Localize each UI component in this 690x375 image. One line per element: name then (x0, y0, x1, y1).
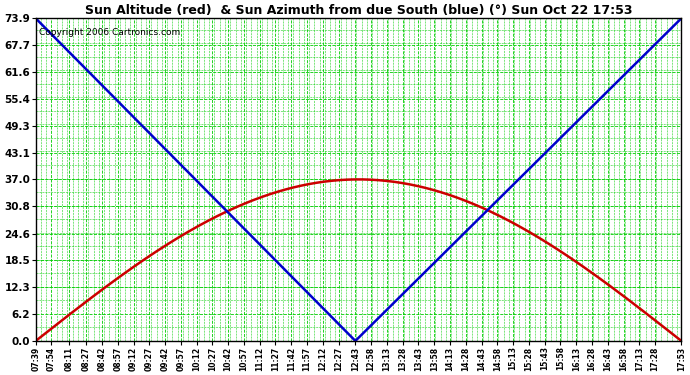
Title: Sun Altitude (red)  & Sun Azimuth from due South (blue) (°) Sun Oct 22 17:53: Sun Altitude (red) & Sun Azimuth from du… (85, 4, 632, 17)
Text: Copyright 2006 Cartronics.com: Copyright 2006 Cartronics.com (39, 28, 180, 37)
